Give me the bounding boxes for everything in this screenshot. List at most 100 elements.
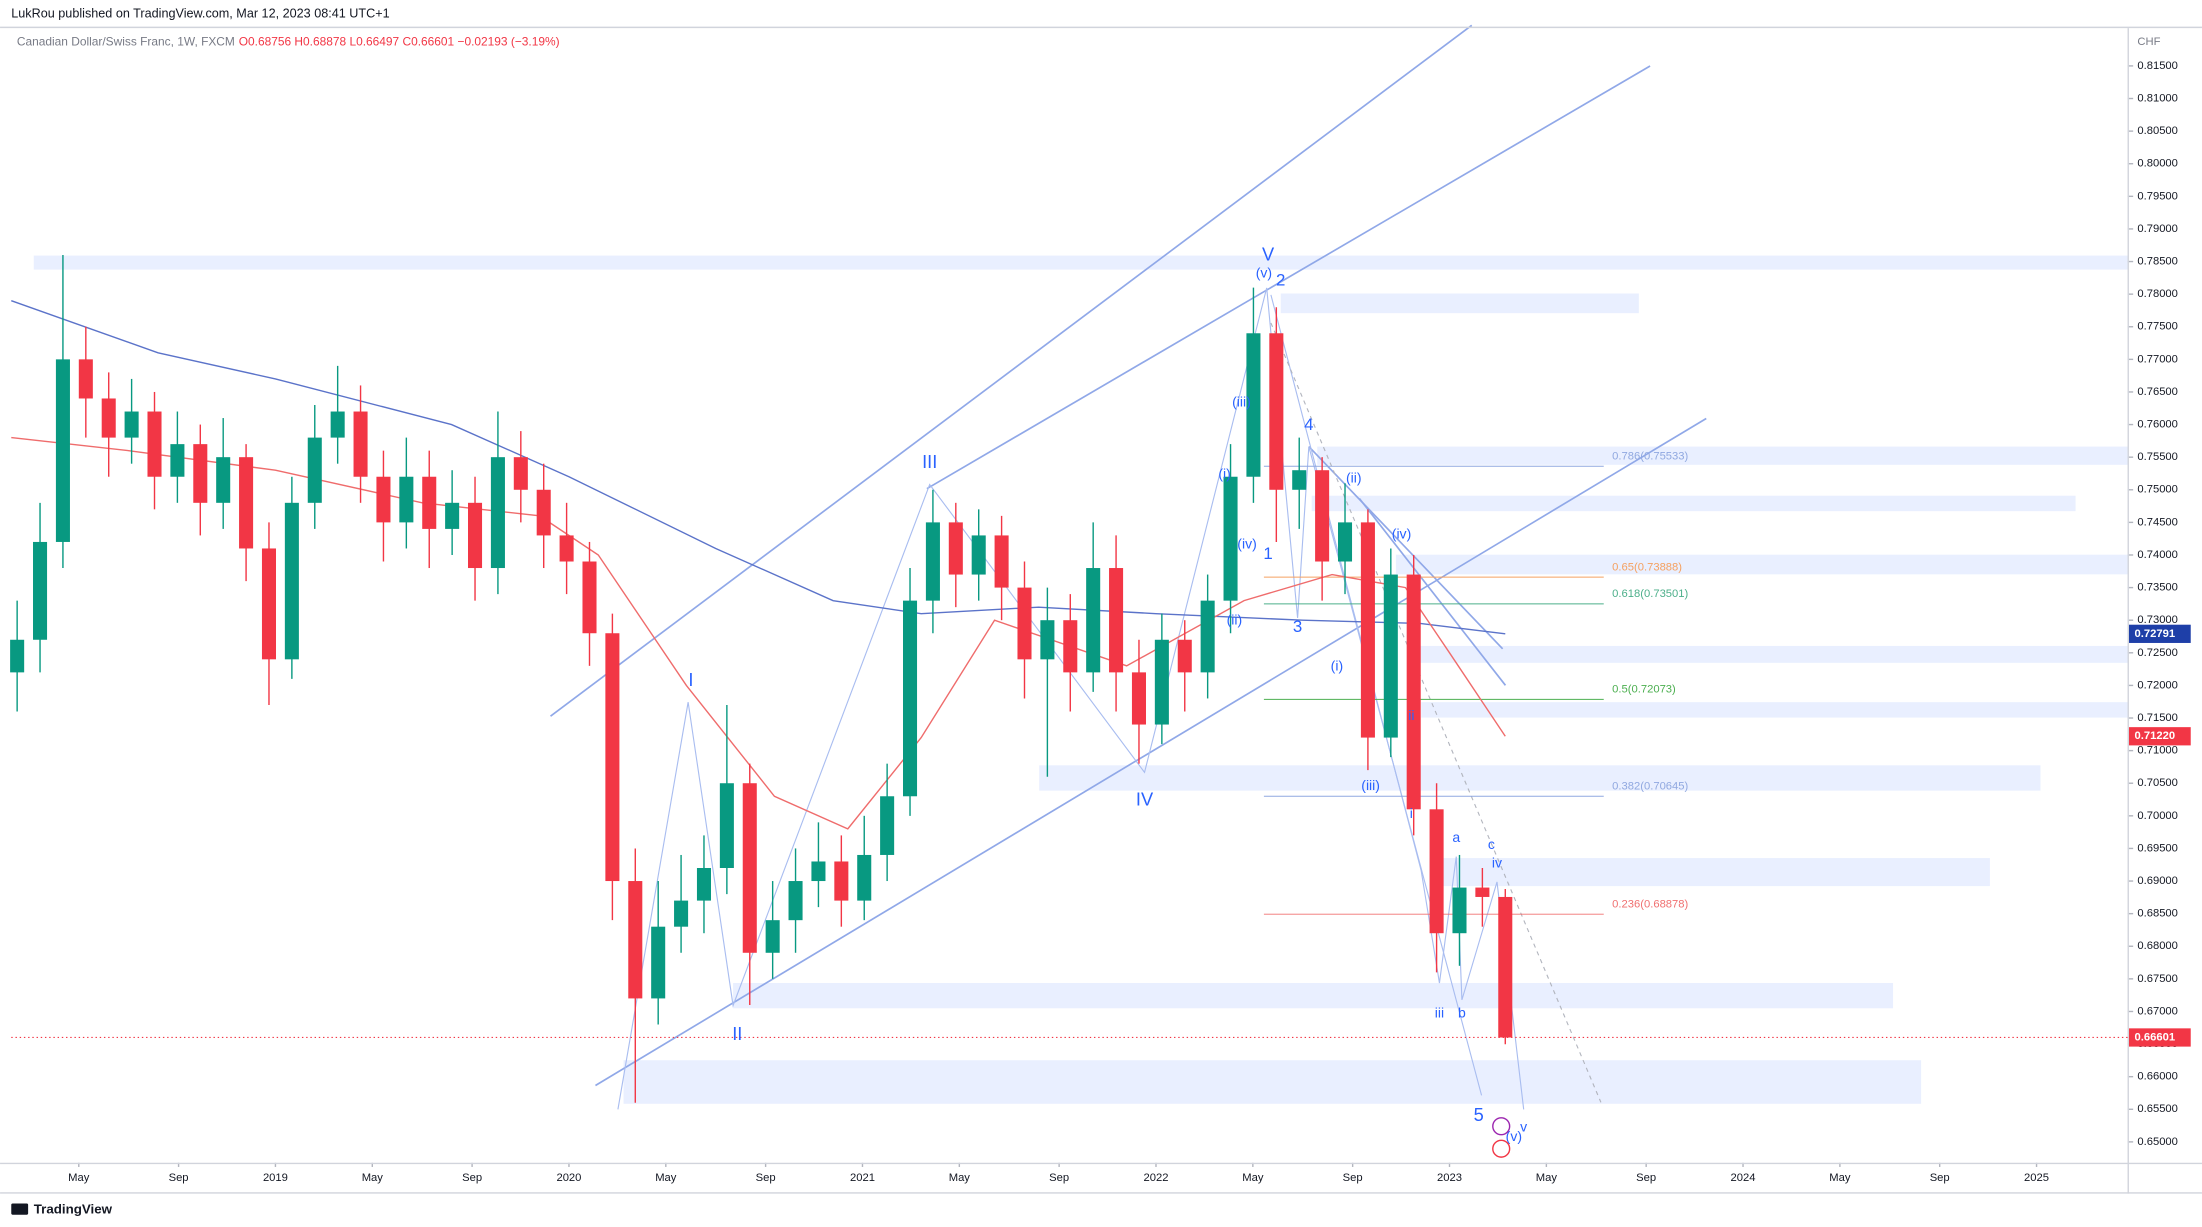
trend-line [595,417,1707,1087]
zones [33,255,2128,1104]
candle-body [834,861,849,901]
zone [1039,765,2041,791]
price-marker [2128,1028,2191,1047]
zone [1415,645,2128,663]
logo-icon [11,1203,29,1215]
candle-body [925,522,940,601]
candle-body [674,900,689,927]
candle-body [1406,574,1421,810]
labels: 0.786(0.75533) 0.65(0.73888) 0.618(0.73501… [68,60,2191,1184]
candle-body [399,476,414,523]
event-icon [1492,1139,1511,1158]
candle-body [101,398,116,438]
trend-line [550,24,1473,717]
x-tick-label: Sep [1636,1172,1656,1184]
fib-label: 0.382(0.70645) [1612,780,1688,792]
wave-label: i [1410,805,1413,821]
wave-label: c [1488,836,1495,852]
wave-label: (v) [1256,265,1272,281]
wave-line [1270,294,1525,1110]
x-tick-label: May [362,1172,384,1184]
x-tick-label: May [1829,1172,1851,1184]
wave-label: b [1458,1005,1466,1021]
y-tick-label: 0.78000 [2137,288,2178,300]
candle-body [490,457,505,569]
y-tick-label: 0.78500 [2137,256,2178,268]
y-tick-label: 0.79500 [2137,190,2178,202]
price-marker-label: 0.66601 [2135,1031,2176,1043]
fib-label: 0.236(0.68878) [1612,898,1688,910]
x-tick-label: Sep [756,1172,776,1184]
candle-body [788,881,803,921]
candle-body [1086,568,1101,673]
candle-body [971,535,986,575]
wave-label: I [688,669,693,690]
candle-body [1017,587,1032,660]
y-tick-label: 0.67000 [2137,1005,2178,1017]
candle-body [536,489,551,536]
x-tick-label: Sep [1343,1172,1363,1184]
y-tick-label: 0.70000 [2137,810,2178,822]
x-tick-label: 2021 [850,1172,875,1184]
x-tick-label: May [1242,1172,1264,1184]
candle-body [55,359,70,542]
y-tick-label: 0.65000 [2137,1136,2178,1148]
y-tick-label: 0.68000 [2137,940,2178,952]
candle-body [33,541,48,640]
fib-label: 0.65(0.73888) [1612,561,1682,573]
candle-body [422,476,437,529]
zone [33,255,2128,270]
zone [1429,858,1990,887]
publisher: LukRou published on TradingView.com, Mar… [11,6,389,20]
candle-body [1269,333,1284,490]
candle-body [1315,470,1330,562]
y-tick-label: 0.71000 [2137,745,2178,757]
candle-body [1109,568,1124,673]
x-tick-label: Sep [1049,1172,1069,1184]
candle-body [147,411,162,477]
candle-body [353,411,368,477]
symbol: Canadian Dollar/Swiss Franc, 1W, FXCM [17,34,235,48]
y-tick-label: 0.77500 [2137,321,2178,333]
wave-label: (iv) [1392,526,1411,542]
y-tick-label: 0.67500 [2137,973,2178,985]
y-tick-label: 0.72500 [2137,647,2178,659]
candle-body [1429,809,1444,934]
trend-line [926,65,1651,490]
candle-body [10,639,25,673]
candle-body [651,926,666,999]
zone [733,983,1894,1009]
candle-body [1337,522,1353,562]
trend-line [1308,445,1504,650]
x-tick-label: 2020 [556,1172,581,1184]
y-tick-label: 0.81500 [2137,60,2178,72]
candle-body [170,444,185,477]
event-icons [1492,1117,1511,1158]
x-tick-label: 2025 [2024,1172,2049,1184]
wave-label: (ii) [1346,470,1362,486]
wave-label: (iii) [1232,394,1251,410]
x-tick-label: May [655,1172,677,1184]
candle-body [1177,639,1192,673]
ohlc: O0.68756 H0.68878 L0.66497 C0.66601 −0.0… [239,34,560,48]
zone [1280,293,1639,314]
y-tick-label: 0.80000 [2137,158,2178,170]
candle-body [1498,896,1513,1038]
y-tick-label: 0.77000 [2137,353,2178,365]
candle-body [307,437,322,503]
wave-label: 1 [1263,544,1272,563]
y-tick-label: 0.81000 [2137,92,2178,104]
candle-body [1131,672,1146,725]
candle-body [1292,470,1307,490]
y-tick-label: 0.74500 [2137,516,2178,528]
wave-label: (i) [1218,465,1230,481]
zone [1421,702,2128,718]
y-tick-label: 0.69500 [2137,842,2178,854]
marks [10,255,2128,1103]
candle-body [1223,476,1238,601]
fib-label: 0.618(0.73501) [1612,588,1688,600]
candle-body [605,633,620,882]
x-tick-label: Sep [1930,1172,1950,1184]
